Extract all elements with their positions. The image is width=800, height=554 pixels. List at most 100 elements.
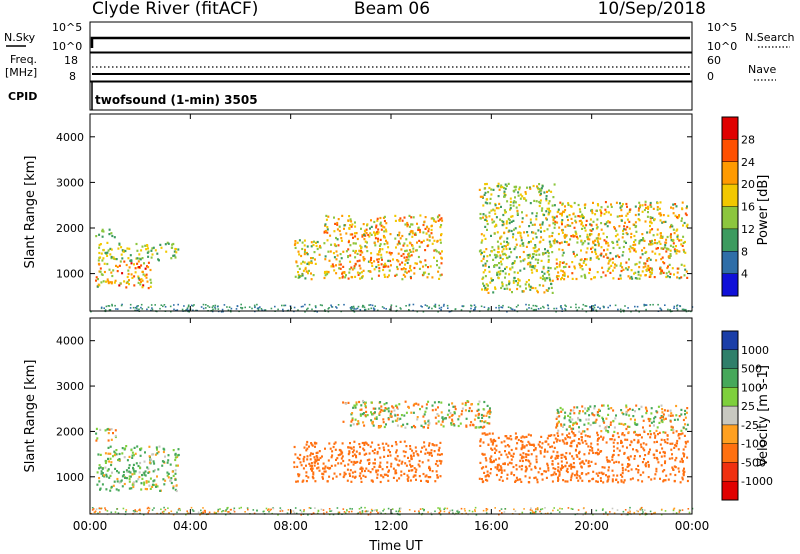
scatter-cell — [340, 457, 343, 460]
scatter-cell — [140, 280, 142, 283]
scatter-cell — [108, 228, 111, 231]
scatter-cell — [495, 254, 498, 257]
scatter-cell — [440, 217, 443, 220]
scatter-cell — [503, 195, 505, 198]
scatter-cell — [575, 221, 578, 224]
scatter-cell — [213, 512, 216, 514]
scatter-cell — [390, 465, 393, 468]
scatter-cell — [493, 447, 496, 450]
scatter-cell — [106, 510, 109, 512]
scatter-cell — [124, 249, 127, 253]
scatter-cell — [575, 476, 578, 479]
scatter-cell — [286, 512, 289, 514]
scatter-cell — [484, 225, 487, 228]
scatter-cell — [522, 456, 525, 459]
scatter-cell — [465, 512, 467, 515]
scatter-cell — [377, 425, 380, 428]
scatter-cell — [679, 481, 682, 484]
scatter-cell — [308, 445, 310, 448]
scatter-cell — [421, 405, 424, 408]
scatter-cell — [600, 222, 603, 225]
scatter-cell — [412, 250, 415, 253]
scatter-cell — [101, 228, 104, 231]
scatter-cell — [608, 460, 611, 463]
scatter-cell — [227, 309, 230, 311]
scatter-cell — [516, 436, 518, 439]
scatter-cell — [376, 510, 378, 512]
scatter-cell — [569, 444, 572, 447]
scatter-cell — [503, 231, 506, 234]
scatter-cell — [395, 458, 398, 461]
scatter-cell — [350, 266, 353, 269]
scatter-cell — [627, 511, 629, 514]
scatter-cell — [457, 511, 459, 514]
scatter-cell — [480, 259, 483, 263]
scatter-cell — [96, 483, 99, 486]
scatter-cell — [495, 306, 497, 309]
scatter-cell — [593, 414, 596, 417]
scatter-cell — [387, 507, 390, 510]
scatter-cell — [560, 410, 563, 413]
scatter-cell — [163, 483, 166, 486]
scatter-cell — [304, 266, 307, 269]
scatter-cell — [591, 449, 594, 452]
scatter-cell — [675, 430, 678, 433]
scatter-cell — [620, 269, 623, 273]
scatter-cell — [661, 420, 664, 424]
scatter-cell — [362, 305, 365, 307]
scatter-cell — [629, 208, 632, 211]
scatter-cell — [577, 215, 580, 218]
scatter-cell — [562, 440, 565, 443]
scatter-cell — [575, 448, 577, 451]
scatter-cell — [601, 466, 604, 469]
scatter-cell — [511, 215, 514, 218]
scatter-cell — [609, 252, 612, 255]
scatter-cell — [252, 509, 255, 511]
scatter-cell — [167, 242, 170, 245]
scatter-cell — [339, 263, 342, 266]
scatter-cell — [183, 305, 185, 307]
scatter-cell — [667, 265, 669, 268]
scatter-cell — [226, 306, 228, 308]
scatter-cell — [105, 475, 108, 478]
scatter-cell — [145, 276, 148, 279]
scatter-cell — [673, 248, 676, 251]
scatter-cell — [556, 278, 559, 281]
scatter-cell — [408, 214, 411, 217]
scatter-cell — [586, 435, 589, 438]
scatter-cell — [293, 511, 296, 514]
scatter-cell — [588, 480, 590, 483]
scatter-cell — [395, 246, 397, 249]
scatter-cell — [359, 445, 362, 449]
scatter-cell — [500, 184, 503, 187]
scatter-cell — [654, 239, 656, 242]
scatter-cell — [349, 507, 351, 510]
scatter-cell — [451, 420, 454, 423]
scatter-cell — [607, 413, 610, 416]
scatter-cell — [570, 507, 573, 510]
scatter-cell — [427, 480, 429, 483]
scatter-cell — [591, 250, 594, 254]
scatter-cell — [484, 262, 487, 265]
scatter-cell — [578, 442, 581, 445]
scatter-cell — [665, 241, 668, 244]
scatter-cell — [572, 235, 575, 238]
scatter-cell — [374, 417, 376, 420]
scatter-cell — [325, 270, 328, 273]
scatter-cell — [332, 445, 335, 449]
scatter-cell — [306, 440, 309, 444]
scatter-cell — [298, 239, 301, 242]
scatter-cell — [133, 446, 136, 449]
scatter-cell — [368, 304, 370, 306]
scatter-cell — [579, 266, 582, 269]
scatter-cell — [596, 439, 599, 442]
scatter-cell — [475, 426, 478, 429]
scatter-cell — [416, 416, 419, 419]
scatter-cell — [336, 228, 339, 231]
colorbar-tick-label: 16 — [741, 201, 755, 214]
scatter-cell — [470, 421, 473, 424]
scatter-cell — [529, 462, 532, 465]
scatter-cell — [166, 471, 169, 474]
scatter-cell — [454, 308, 457, 311]
